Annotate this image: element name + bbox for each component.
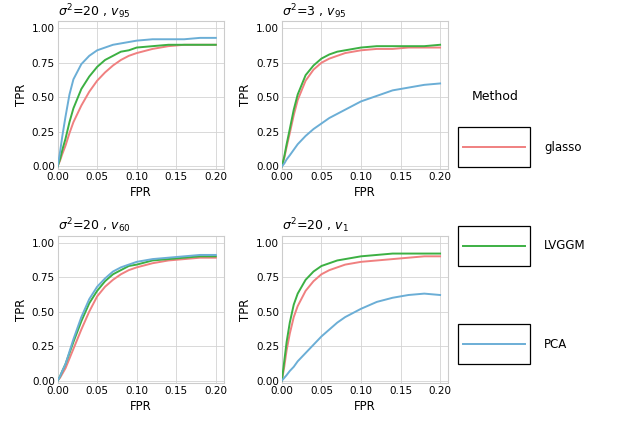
Text: LVGGM: LVGGM (544, 239, 586, 252)
Text: glasso: glasso (544, 141, 582, 154)
Text: $\sigma^2$=20 , $v_{95}$: $\sigma^2$=20 , $v_{95}$ (58, 2, 130, 20)
Y-axis label: TPR: TPR (239, 298, 252, 321)
Text: $\sigma^2$=3 , $v_{95}$: $\sigma^2$=3 , $v_{95}$ (282, 2, 346, 20)
Y-axis label: TPR: TPR (15, 84, 28, 106)
Text: $\sigma^2$=20 , $v_1$: $\sigma^2$=20 , $v_1$ (282, 216, 349, 235)
Text: Method: Method (472, 90, 518, 103)
FancyBboxPatch shape (458, 324, 530, 364)
Y-axis label: TPR: TPR (15, 298, 28, 321)
X-axis label: FPR: FPR (130, 186, 152, 199)
Text: $\sigma^2$=20 , $v_{60}$: $\sigma^2$=20 , $v_{60}$ (58, 216, 131, 235)
Text: PCA: PCA (544, 337, 567, 351)
Y-axis label: TPR: TPR (239, 84, 252, 106)
X-axis label: FPR: FPR (354, 400, 376, 413)
FancyBboxPatch shape (458, 226, 530, 266)
X-axis label: FPR: FPR (130, 400, 152, 413)
FancyBboxPatch shape (458, 127, 530, 167)
X-axis label: FPR: FPR (354, 186, 376, 199)
